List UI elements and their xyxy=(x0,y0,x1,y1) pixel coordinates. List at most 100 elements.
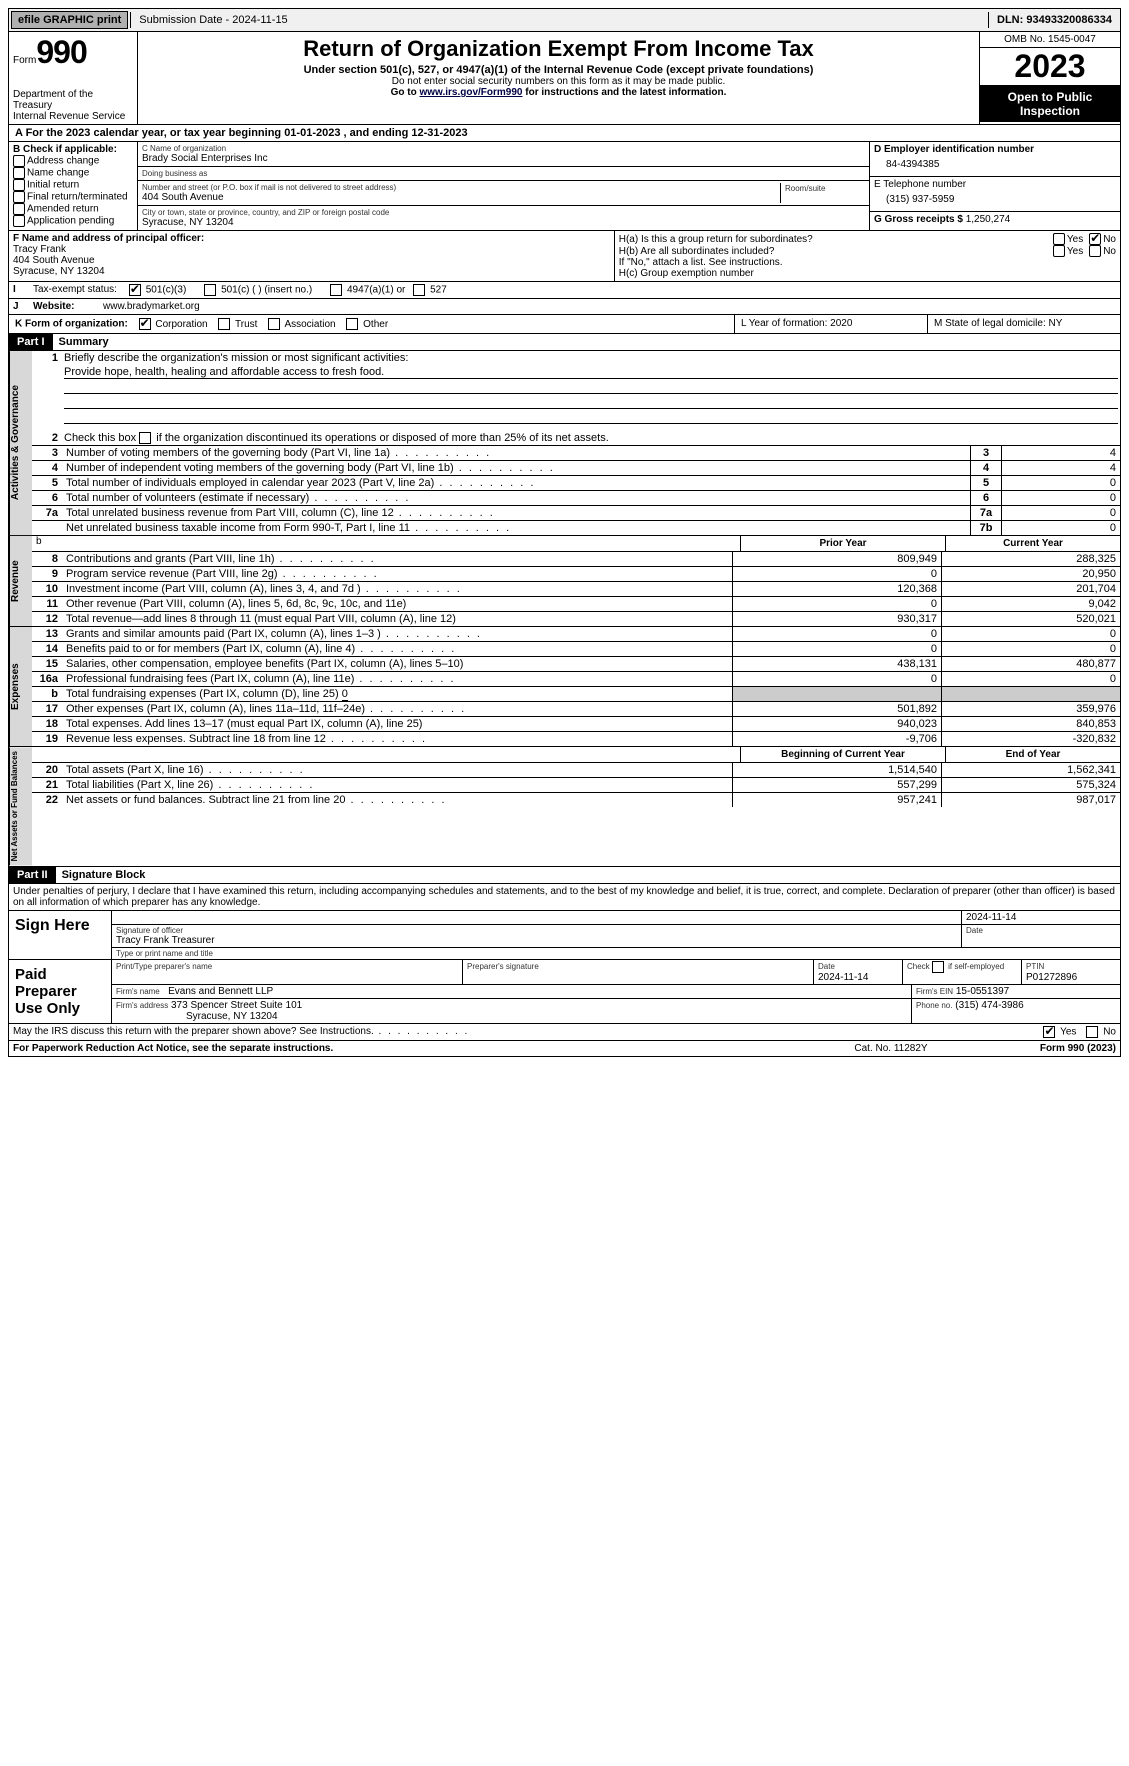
chk-trust[interactable] xyxy=(218,318,230,330)
row-i: I Tax-exempt status: 501(c)(3) 501(c) ( … xyxy=(8,282,1121,299)
sign-here-label: Sign Here xyxy=(9,911,112,959)
chk-name[interactable] xyxy=(13,167,25,179)
line22: Net assets or fund balances. Subtract li… xyxy=(64,793,732,807)
chk-4947[interactable] xyxy=(330,284,342,296)
lbl-no: No xyxy=(1103,234,1116,245)
preparer-name-label: Print/Type preparer's name xyxy=(116,962,212,971)
l16a-curr: 0 xyxy=(941,672,1120,686)
street-label: Number and street (or P.O. box if mail i… xyxy=(142,183,780,192)
chk-assoc[interactable] xyxy=(268,318,280,330)
line4: Number of independent voting members of … xyxy=(64,461,970,475)
org-name-label: C Name of organization xyxy=(142,144,865,153)
city-state-zip: Syracuse, NY 13204 xyxy=(142,217,865,228)
tab-expenses: Expenses xyxy=(9,627,32,746)
firm-ein: 15-0551397 xyxy=(956,986,1009,997)
chk-other[interactable] xyxy=(346,318,358,330)
form-footer: Form 990 (2023) xyxy=(966,1043,1116,1054)
line5-val: 0 xyxy=(1001,476,1120,490)
chk-ha-yes[interactable] xyxy=(1053,233,1065,245)
col-begin: Beginning of Current Year xyxy=(740,747,945,762)
chk-527[interactable] xyxy=(413,284,425,296)
entity-block: B Check if applicable: Address change Na… xyxy=(8,142,1121,231)
line12: Total revenue—add lines 8 through 11 (mu… xyxy=(64,612,732,626)
l20-begin: 1,514,540 xyxy=(732,763,941,777)
row-j: J Website: www.bradymarket.org xyxy=(8,299,1121,315)
ptin-label: PTIN xyxy=(1026,962,1044,971)
lbl-no2: No xyxy=(1103,246,1116,257)
line7b-val: 0 xyxy=(1001,521,1120,535)
chk-address[interactable] xyxy=(13,155,25,167)
lbl-application: Application pending xyxy=(27,216,114,227)
line18: Total expenses. Add lines 13–17 (must eq… xyxy=(64,717,732,731)
chk-initial[interactable] xyxy=(13,179,25,191)
section-expenses: Expenses 13Grants and similar amounts pa… xyxy=(8,627,1121,747)
line15: Salaries, other compensation, employee b… xyxy=(64,657,732,671)
cat-no: Cat. No. 11282Y xyxy=(816,1043,966,1054)
chk-line2[interactable] xyxy=(139,432,151,444)
lbl-discuss-no: No xyxy=(1103,1026,1116,1037)
gross-receipts-value: 1,250,274 xyxy=(966,214,1011,225)
col-current: Current Year xyxy=(945,536,1120,551)
col-prior: Prior Year xyxy=(740,536,945,551)
lbl-4947: 4947(a)(1) or xyxy=(347,285,405,296)
form-word: Form xyxy=(13,55,36,66)
omb-number: OMB No. 1545-0047 xyxy=(980,32,1120,48)
firm-name-label: Firm's name xyxy=(116,987,160,996)
chk-hb-yes[interactable] xyxy=(1053,245,1065,257)
phone-label: E Telephone number xyxy=(874,179,1116,190)
l12-curr: 520,021 xyxy=(941,612,1120,626)
form-subtitle: Under section 501(c), 527, or 4947(a)(1)… xyxy=(142,64,975,76)
irs-link[interactable]: www.irs.gov/Form990 xyxy=(419,87,522,98)
chk-501c3[interactable] xyxy=(129,284,141,296)
row-k: K Form of organization: Corporation Trus… xyxy=(8,315,1121,334)
chk-corp[interactable] xyxy=(139,318,151,330)
l15-curr: 480,877 xyxy=(941,657,1120,671)
officer-addr2: Syracuse, NY 13204 xyxy=(13,266,610,277)
firm-phone-label: Phone no. xyxy=(916,1001,952,1010)
dept-treasury: Department of the Treasury xyxy=(13,89,133,111)
l20-end: 1,562,341 xyxy=(941,763,1120,777)
open-to-public: Open to Public Inspection xyxy=(980,86,1120,122)
efile-print-button[interactable]: efile GRAPHIC print xyxy=(11,11,128,29)
section-net-assets: Net Assets or Fund Balances Beginning of… xyxy=(8,747,1121,866)
line19: Revenue less expenses. Subtract line 18 … xyxy=(64,732,732,746)
chk-discuss-yes[interactable] xyxy=(1043,1026,1055,1038)
firm-addr-label: Firm's address xyxy=(116,1001,168,1010)
org-name: Brady Social Enterprises Inc xyxy=(142,153,865,164)
l8-prior: 809,949 xyxy=(732,552,941,566)
col-end: End of Year xyxy=(945,747,1120,762)
state-domicile: M State of legal domicile: NY xyxy=(928,315,1120,333)
part2-title: Signature Block xyxy=(56,867,152,883)
officer-group-block: F Name and address of principal officer:… xyxy=(8,231,1121,282)
chk-application[interactable] xyxy=(13,215,25,227)
submission-date: Submission Date - 2024-11-15 xyxy=(130,12,295,28)
form-header: Form990 Department of the Treasury Inter… xyxy=(8,32,1121,125)
l14-prior: 0 xyxy=(732,642,941,656)
chk-discuss-no[interactable] xyxy=(1086,1026,1098,1038)
line16a: Professional fundraising fees (Part IX, … xyxy=(64,672,732,686)
room-label: Room/suite xyxy=(785,184,825,193)
chk-ha-no[interactable] xyxy=(1089,233,1101,245)
chk-self-employed[interactable] xyxy=(932,961,944,973)
chk-final[interactable] xyxy=(13,191,25,203)
dba-label: Doing business as xyxy=(142,169,207,178)
line5: Total number of individuals employed in … xyxy=(64,476,970,490)
chk-501c[interactable] xyxy=(204,284,216,296)
chk-hb-no[interactable] xyxy=(1089,245,1101,257)
year-formation: L Year of formation: 2020 xyxy=(735,315,928,333)
chk-amended[interactable] xyxy=(13,203,25,215)
l8-curr: 288,325 xyxy=(941,552,1120,566)
l19-prior: -9,706 xyxy=(732,732,941,746)
line7a-val: 0 xyxy=(1001,506,1120,520)
officer-name: Tracy Frank xyxy=(13,244,610,255)
l10-prior: 120,368 xyxy=(732,582,941,596)
lbl-501c: 501(c) ( ) (insert no.) xyxy=(221,285,312,296)
line7b: Net unrelated business taxable income fr… xyxy=(64,521,970,535)
line-a: A For the 2023 calendar year, or tax yea… xyxy=(8,125,1121,142)
line1-label: Briefly describe the organization's miss… xyxy=(64,352,1118,364)
firm-addr2: Syracuse, NY 13204 xyxy=(116,1011,278,1022)
form-number: 990 xyxy=(36,34,86,70)
perjury-declaration: Under penalties of perjury, I declare th… xyxy=(8,884,1121,911)
section-revenue: Revenue bPrior YearCurrent Year 8Contrib… xyxy=(8,536,1121,627)
tax-year: 2023 xyxy=(980,48,1120,86)
